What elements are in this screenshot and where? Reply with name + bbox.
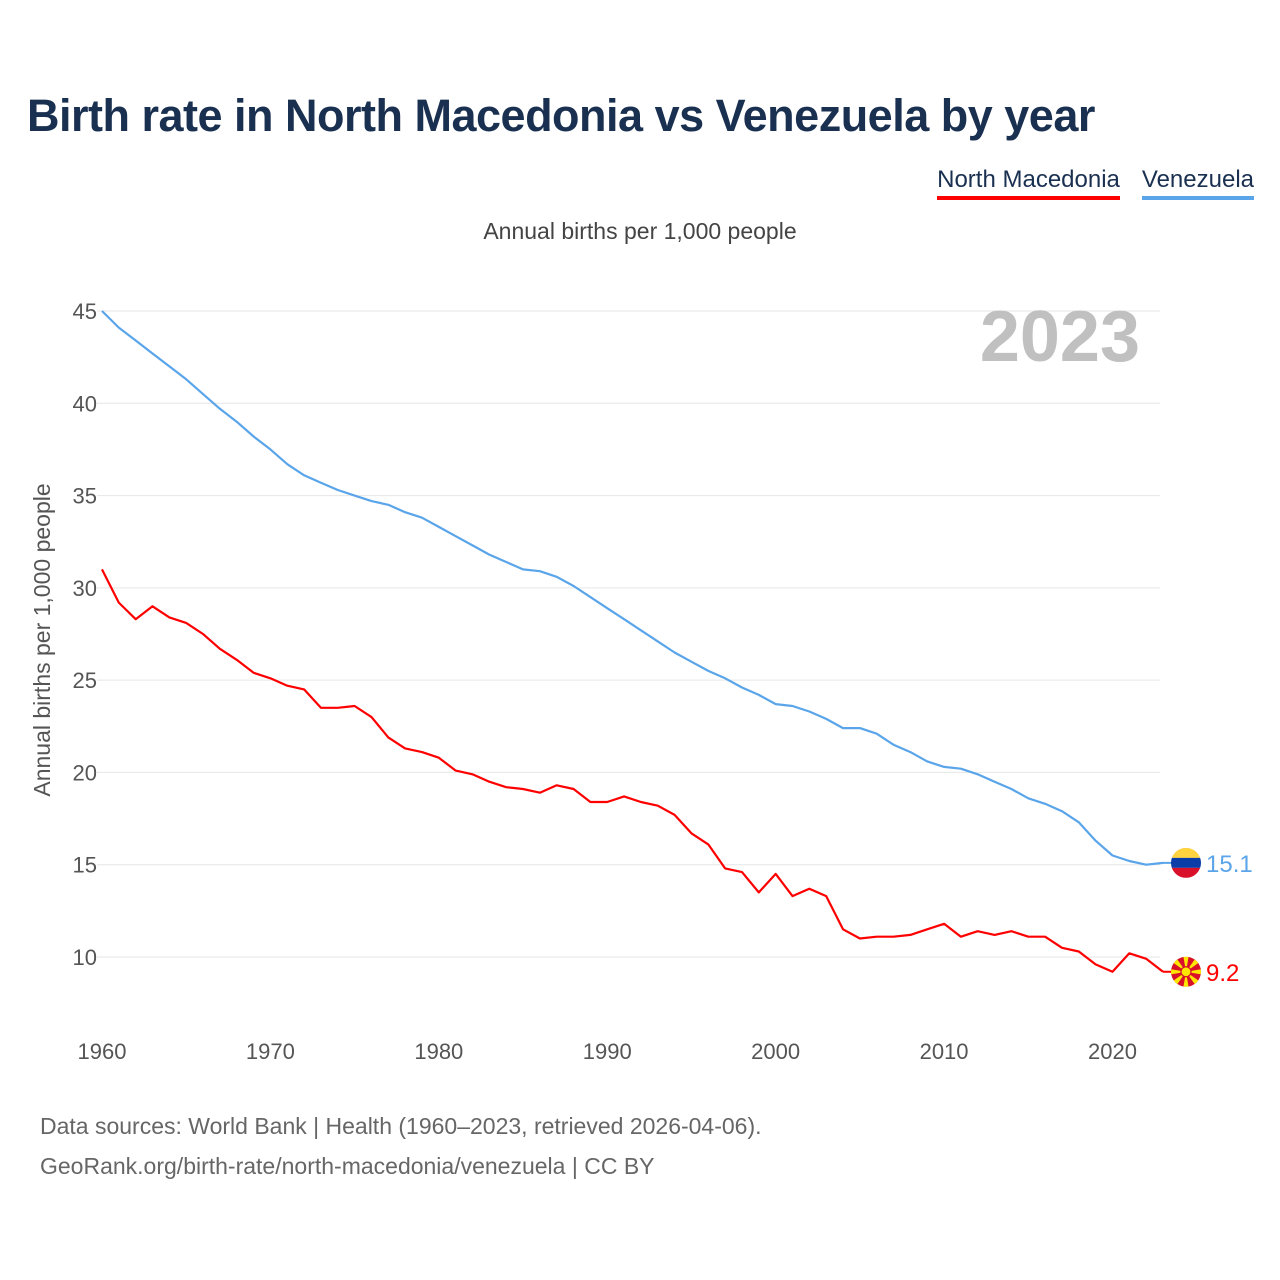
x-tick-label: 2020 — [1088, 1039, 1137, 1064]
y-tick-label: 35 — [73, 484, 97, 509]
year-watermark: 2023 — [980, 297, 1140, 377]
x-tick-label: 1990 — [583, 1039, 632, 1064]
y-tick-label: 45 — [73, 299, 97, 324]
data-source: Data sources: World Bank | Health (1960–… — [40, 1113, 762, 1139]
legend-venezuela[interactable]: Venezuela — [1141, 166, 1254, 200]
chart-subtitle: Annual births per 1,000 people — [483, 218, 797, 244]
legend-north-macedonia[interactable]: North Macedonia — [937, 166, 1120, 200]
y-tick-label: 15 — [73, 853, 97, 878]
series-line-north-macedonia[interactable] — [101, 568, 1164, 973]
y-tick-label: 20 — [73, 760, 97, 785]
y-tick-label: 10 — [73, 945, 97, 970]
x-tick-label: 1960 — [78, 1039, 127, 1064]
source-link[interactable]: GeoRank.org/birth-rate/north-macedonia/v… — [40, 1153, 655, 1179]
y-tick-label: 40 — [73, 391, 97, 416]
x-tick-label: 1980 — [414, 1039, 463, 1064]
x-tick-label: 2000 — [751, 1039, 800, 1064]
legend: North Macedonia Venezuela — [937, 166, 1254, 200]
venezuela-flag-icon — [1171, 847, 1201, 878]
footer: Data sources: World Bank | Health (1960–… — [40, 1106, 762, 1186]
north-macedonia-flag-icon — [1171, 956, 1201, 987]
x-tick-label: 2010 — [920, 1039, 969, 1064]
end-value-label: 9.2 — [1206, 960, 1239, 987]
y-axis-label: Annual births per 1,000 people — [29, 483, 55, 796]
chart-title: Birth rate in North Macedonia vs Venezue… — [27, 90, 1095, 141]
y-tick-label: 25 — [73, 668, 97, 693]
y-tick-label: 30 — [73, 576, 97, 601]
x-tick-label: 1970 — [246, 1039, 295, 1064]
end-value-label: 15.1 — [1206, 851, 1253, 878]
series-line-venezuela[interactable] — [101, 310, 1164, 866]
